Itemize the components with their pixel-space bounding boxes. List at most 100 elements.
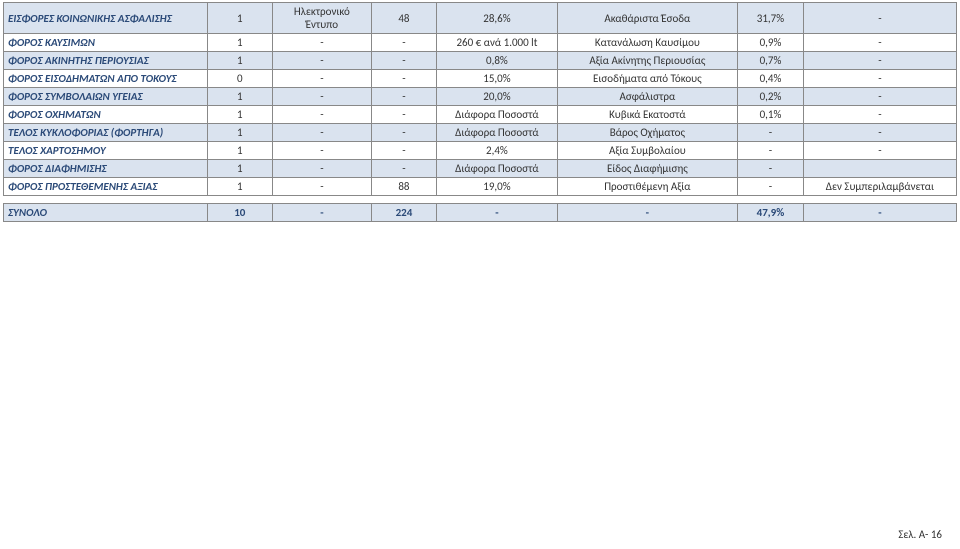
table-row: ΕΙΣΦΟΡΕΣ ΚΟΙΝΩΝΙΚΗΣ ΑΣΦΑΛΙΣΗΣ1Ηλεκτρονικ… [4,3,957,34]
cell: Προστιθέμενη Αξία [557,178,738,196]
cell: 28,6% [437,3,557,34]
cell: 1 [207,52,273,70]
total-cell: - [557,204,738,222]
cell: - [738,160,804,178]
cell: - [273,52,371,70]
cell: Ακαθάριστα Έσοδα [557,3,738,34]
cell: 0,8% [437,52,557,70]
cell: - [273,106,371,124]
cell: - [803,88,956,106]
cell: Ηλεκτρονικό Έντυπο [273,3,371,34]
table-row: ΤΕΛΟΣ ΚΥΚΛΟΦΟΡΙΑΣ (ΦΟΡΤΗΓΑ)1--Διάφορα Πο… [4,124,957,142]
cell: Εισοδήματα από Τόκους [557,70,738,88]
cell: - [371,70,437,88]
cell: - [738,124,804,142]
cell: - [371,52,437,70]
cell: 0,1% [738,106,804,124]
cell: Κυβικά Εκατοστά [557,106,738,124]
cell: 260 € ανά 1.000 lt [437,34,557,52]
cell: - [371,160,437,178]
cell: 1 [207,178,273,196]
cell: 1 [207,88,273,106]
total-cell: 10 [207,204,273,222]
row-label: ΦΟΡΟΣ ΚΑΥΣΙΜΩΝ [4,34,208,52]
cell: 1 [207,142,273,160]
cell: 1 [207,106,273,124]
cell: 0,7% [738,52,804,70]
table-row: ΦΟΡΟΣ ΟΧΗΜΑΤΩΝ1--Διάφορα ΠοσοστάΚυβικά Ε… [4,106,957,124]
row-label: ΦΟΡΟΣ ΣΥΜΒΟΛΑΙΩΝ ΥΓΕΙΑΣ [4,88,208,106]
cell: Αξία Συμβολαίου [557,142,738,160]
table-row: ΦΟΡΟΣ ΕΙΣΟΔΗΜΑΤΩΝ ΑΠΌ ΤΟΚΟΥΣ0--15,0%Εισο… [4,70,957,88]
table-row: ΦΟΡΟΣ ΣΥΜΒΟΛΑΙΩΝ ΥΓΕΙΑΣ1--20,0%Ασφάλιστρ… [4,88,957,106]
row-label: ΦΟΡΟΣ ΑΚΙΝΗΤΗΣ ΠΕΡΙΟΥΣΙΑΣ [4,52,208,70]
cell: - [803,142,956,160]
cell: Κατανάλωση Καυσίμου [557,34,738,52]
cell: 48 [371,3,437,34]
total-cell: - [803,204,956,222]
cell: - [273,124,371,142]
total-row: ΣΥΝΟΛΟ10-224--47,9%- [4,204,957,222]
row-label: ΤΕΛΟΣ ΧΑΡΤΟΣΗΜΟΥ [4,142,208,160]
cell: - [273,160,371,178]
row-label: ΦΟΡΟΣ ΠΡΟΣΤΕΘΕΜΕΝΗΣ ΑΞΙΑΣ [4,178,208,196]
table-row: ΦΟΡΟΣ ΑΚΙΝΗΤΗΣ ΠΕΡΙΟΥΣΙΑΣ1--0,8%Αξία Ακί… [4,52,957,70]
cell: 1 [207,34,273,52]
cell: 1 [207,3,273,34]
total-label: ΣΥΝΟΛΟ [4,204,208,222]
row-label: ΦΟΡΟΣ ΕΙΣΟΔΗΜΑΤΩΝ ΑΠΌ ΤΟΚΟΥΣ [4,70,208,88]
cell: - [371,124,437,142]
cell: - [273,88,371,106]
table-row: ΦΟΡΟΣ ΠΡΟΣΤΕΘΕΜΕΝΗΣ ΑΞΙΑΣ1-8819,0%Προστι… [4,178,957,196]
cell: - [803,52,956,70]
cell: Διάφορα Ποσοστά [437,106,557,124]
cell: - [371,106,437,124]
cell [803,160,956,178]
cell: 20,0% [437,88,557,106]
cell: 0,9% [738,34,804,52]
cell: - [273,70,371,88]
cell: - [803,124,956,142]
cell: Δεν Συμπεριλαμβάνεται [803,178,956,196]
cell: 1 [207,124,273,142]
total-cell: 224 [371,204,437,222]
cell: 88 [371,178,437,196]
cell: 31,7% [738,3,804,34]
cell: - [803,70,956,88]
page-footer: Σελ. Α- 16 [898,528,942,541]
cell: Είδος Διαφήμισης [557,160,738,178]
cell: - [273,142,371,160]
row-label: ΦΟΡΟΣ ΔΙΑΦΗΜΙΣΗΣ [4,160,208,178]
cell: - [803,106,956,124]
cell: - [273,34,371,52]
total-cell: - [437,204,557,222]
cell: Διάφορα Ποσοστά [437,124,557,142]
cell: - [371,142,437,160]
cell: Βάρος Οχήματος [557,124,738,142]
cell: Ασφάλιστρα [557,88,738,106]
cell: - [738,178,804,196]
row-label: ΦΟΡΟΣ ΟΧΗΜΑΤΩΝ [4,106,208,124]
cell: 0,4% [738,70,804,88]
cell: 0,2% [738,88,804,106]
table-row: ΦΟΡΟΣ ΚΑΥΣΙΜΩΝ1--260 € ανά 1.000 ltΚαταν… [4,34,957,52]
cell: - [371,34,437,52]
cell: - [803,3,956,34]
table-row: ΦΟΡΟΣ ΔΙΑΦΗΜΙΣΗΣ1--Διάφορα ΠοσοστάΕίδος … [4,160,957,178]
cell: - [738,142,804,160]
total-cell: - [273,204,371,222]
cell: Διάφορα Ποσοστά [437,160,557,178]
cell: - [803,34,956,52]
cell: 19,0% [437,178,557,196]
cell: 2,4% [437,142,557,160]
cell: 15,0% [437,70,557,88]
cell: 1 [207,160,273,178]
tax-table: ΕΙΣΦΟΡΕΣ ΚΟΙΝΩΝΙΚΗΣ ΑΣΦΑΛΙΣΗΣ1Ηλεκτρονικ… [3,2,957,222]
cell: Αξία Ακίνητης Περιουσίας [557,52,738,70]
cell: - [273,178,371,196]
cell: 0 [207,70,273,88]
cell: - [371,88,437,106]
row-label: ΤΕΛΟΣ ΚΥΚΛΟΦΟΡΙΑΣ (ΦΟΡΤΗΓΑ) [4,124,208,142]
row-label: ΕΙΣΦΟΡΕΣ ΚΟΙΝΩΝΙΚΗΣ ΑΣΦΑΛΙΣΗΣ [4,3,208,34]
total-cell: 47,9% [738,204,804,222]
